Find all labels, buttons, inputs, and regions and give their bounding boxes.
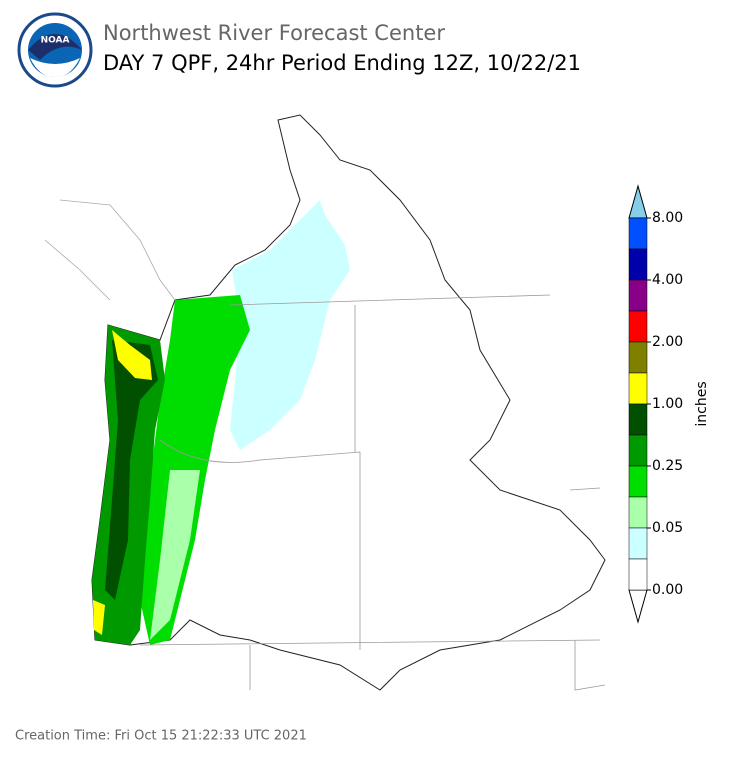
colorbar-label: 8.00: [652, 210, 683, 226]
creation-time: Creation Time: Fri Oct 15 21:22:33 UTC 2…: [15, 729, 307, 744]
colorbar-cell: [628, 310, 648, 343]
precip-1-00: [105, 340, 158, 600]
colorbar-cell: [628, 403, 648, 436]
colorbar-cell: [628, 248, 648, 281]
coastline: [44, 199, 176, 301]
colorbar-cell: [628, 434, 648, 467]
noaa-logo: NOAA: [17, 12, 93, 88]
colorbar-cell: [628, 279, 648, 312]
colorbar-label: 0.00: [652, 582, 683, 598]
logo-bird: [28, 34, 82, 60]
colorbar-cell: [628, 217, 648, 250]
colorbar-label: 1.00: [652, 396, 683, 412]
colorbar-cell: [628, 496, 648, 529]
colorbar-cell: [628, 372, 648, 405]
basin-outline: [91, 114, 606, 691]
precip-1-00c: [93, 600, 105, 635]
colorbar-label: 4.00: [652, 272, 683, 288]
colorbar: 8.00 4.00 2.00 1.00 0.25 0.05 0.00: [628, 184, 683, 624]
colorbar-over: [628, 184, 648, 219]
colorbar-label: 0.25: [652, 458, 683, 474]
logo-wave: [30, 58, 80, 78]
colorbar-cell: [628, 527, 648, 560]
state-lines: [139, 294, 606, 691]
colorbar-label: 0.05: [652, 520, 683, 536]
colorbar-under: [628, 589, 648, 624]
subtitle: DAY 7 QPF, 24hr Period Ending 12Z, 10/22…: [103, 51, 581, 75]
colorbar-unit: inches: [694, 381, 710, 426]
colorbar-cell: [628, 558, 648, 591]
precip-0-05: [230, 200, 350, 450]
precip-0-05b: [150, 470, 200, 640]
logo-text: NOAA: [41, 36, 70, 46]
colorbar-cell: [628, 341, 648, 374]
precip-1-00b: [112, 330, 152, 380]
colorbar-cell: [628, 465, 648, 498]
colorbar-label: 2.00: [652, 334, 683, 350]
title: Northwest River Forecast Center: [103, 21, 445, 45]
